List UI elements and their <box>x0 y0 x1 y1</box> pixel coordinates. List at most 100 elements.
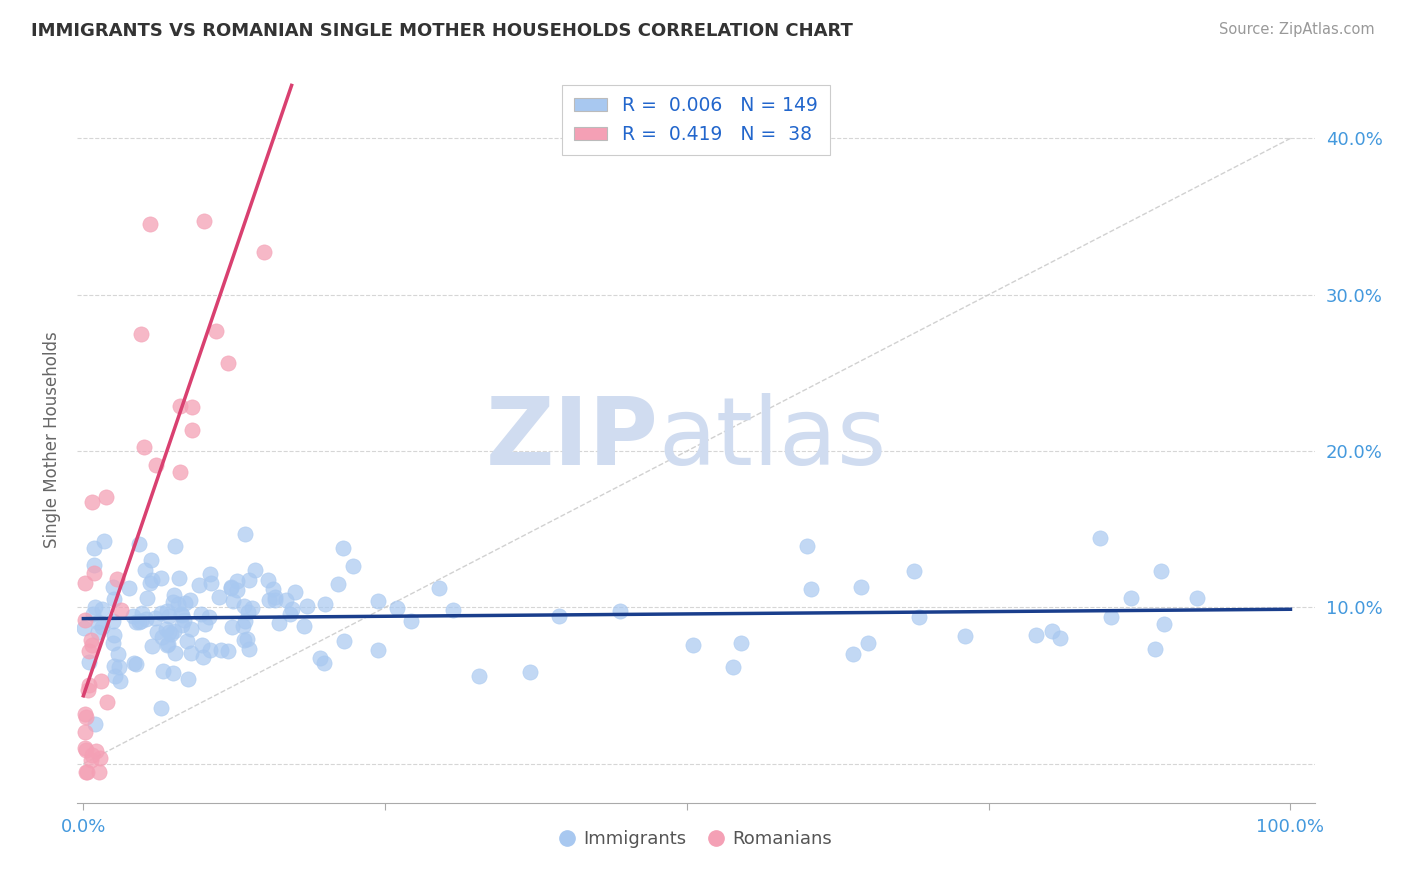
Point <box>1025 628 1047 642</box>
Point <box>332 541 354 556</box>
Point <box>80 747 103 762</box>
Point <box>173 613 195 627</box>
Point <box>849 580 872 594</box>
Point <box>328 577 350 591</box>
Point <box>257 573 280 587</box>
Y-axis label: Single Mother Households: Single Mother Households <box>44 331 62 548</box>
Point <box>90 674 112 689</box>
Point <box>169 607 191 622</box>
Point <box>103 658 125 673</box>
Point <box>1143 642 1166 657</box>
Point <box>441 603 464 617</box>
Text: ZIP: ZIP <box>486 393 659 485</box>
Point <box>292 619 315 633</box>
Point <box>467 669 489 683</box>
Point <box>1150 565 1173 579</box>
Point <box>132 440 155 454</box>
Point <box>83 599 105 614</box>
Point <box>367 594 389 608</box>
Point <box>173 596 195 610</box>
Point <box>179 592 201 607</box>
Point <box>314 657 336 671</box>
Point <box>200 576 222 591</box>
Point <box>191 649 214 664</box>
Point <box>177 672 200 686</box>
Point <box>169 399 191 413</box>
Point <box>145 625 167 640</box>
Point <box>80 638 103 652</box>
Point <box>163 588 186 602</box>
Point <box>721 660 744 674</box>
Text: IMMIGRANTS VS ROMANIAN SINGLE MOTHER HOUSEHOLDS CORRELATION CHART: IMMIGRANTS VS ROMANIAN SINGLE MOTHER HOU… <box>31 22 853 40</box>
Point <box>83 541 105 556</box>
Point <box>103 580 125 594</box>
Point <box>96 491 118 505</box>
Point <box>73 725 96 739</box>
Point <box>238 605 260 619</box>
Point <box>73 741 96 756</box>
Point <box>84 744 107 758</box>
Point <box>856 635 879 649</box>
Point <box>427 581 450 595</box>
Point <box>233 632 256 647</box>
Point <box>152 664 174 678</box>
Point <box>125 615 148 629</box>
Point <box>139 575 162 590</box>
Point <box>547 609 569 624</box>
Point <box>236 632 259 646</box>
Point <box>163 624 186 639</box>
Point <box>131 607 153 621</box>
Point <box>333 633 356 648</box>
Point <box>278 607 301 621</box>
Point <box>128 615 150 630</box>
Point <box>103 592 125 607</box>
Point <box>167 571 190 585</box>
Point <box>157 625 180 640</box>
Point <box>200 642 222 657</box>
Point <box>180 646 202 660</box>
Point <box>180 622 202 636</box>
Point <box>682 638 704 652</box>
Point <box>188 578 211 592</box>
Point <box>181 400 204 414</box>
Point <box>169 465 191 479</box>
Point <box>387 601 409 615</box>
Point <box>122 657 145 671</box>
Point <box>297 599 319 613</box>
Point <box>134 563 156 577</box>
Point <box>240 600 263 615</box>
Point <box>104 669 127 683</box>
Point <box>208 590 231 604</box>
Point <box>77 683 100 698</box>
Point <box>238 642 260 657</box>
Point <box>253 244 276 259</box>
Point <box>232 619 254 633</box>
Point <box>730 635 752 649</box>
Point <box>160 627 183 641</box>
Point <box>108 673 131 688</box>
Point <box>233 527 256 541</box>
Point <box>156 603 179 617</box>
Text: Source: ZipAtlas.com: Source: ZipAtlas.com <box>1219 22 1375 37</box>
Point <box>191 638 214 652</box>
Point <box>157 609 180 624</box>
Point <box>107 660 129 674</box>
Point <box>162 665 184 680</box>
Point <box>198 610 221 624</box>
Point <box>75 613 97 627</box>
Point <box>198 566 221 581</box>
Point <box>125 657 148 671</box>
Point <box>399 614 422 628</box>
Point <box>75 710 97 724</box>
Point <box>281 602 304 616</box>
Point <box>1099 610 1122 624</box>
Point <box>73 621 96 635</box>
Point <box>274 593 297 607</box>
Point <box>232 599 254 614</box>
Point <box>209 643 232 657</box>
Point <box>93 534 115 549</box>
Point <box>1040 624 1063 638</box>
Point <box>264 593 287 607</box>
Point <box>87 615 110 629</box>
Point <box>908 610 931 624</box>
